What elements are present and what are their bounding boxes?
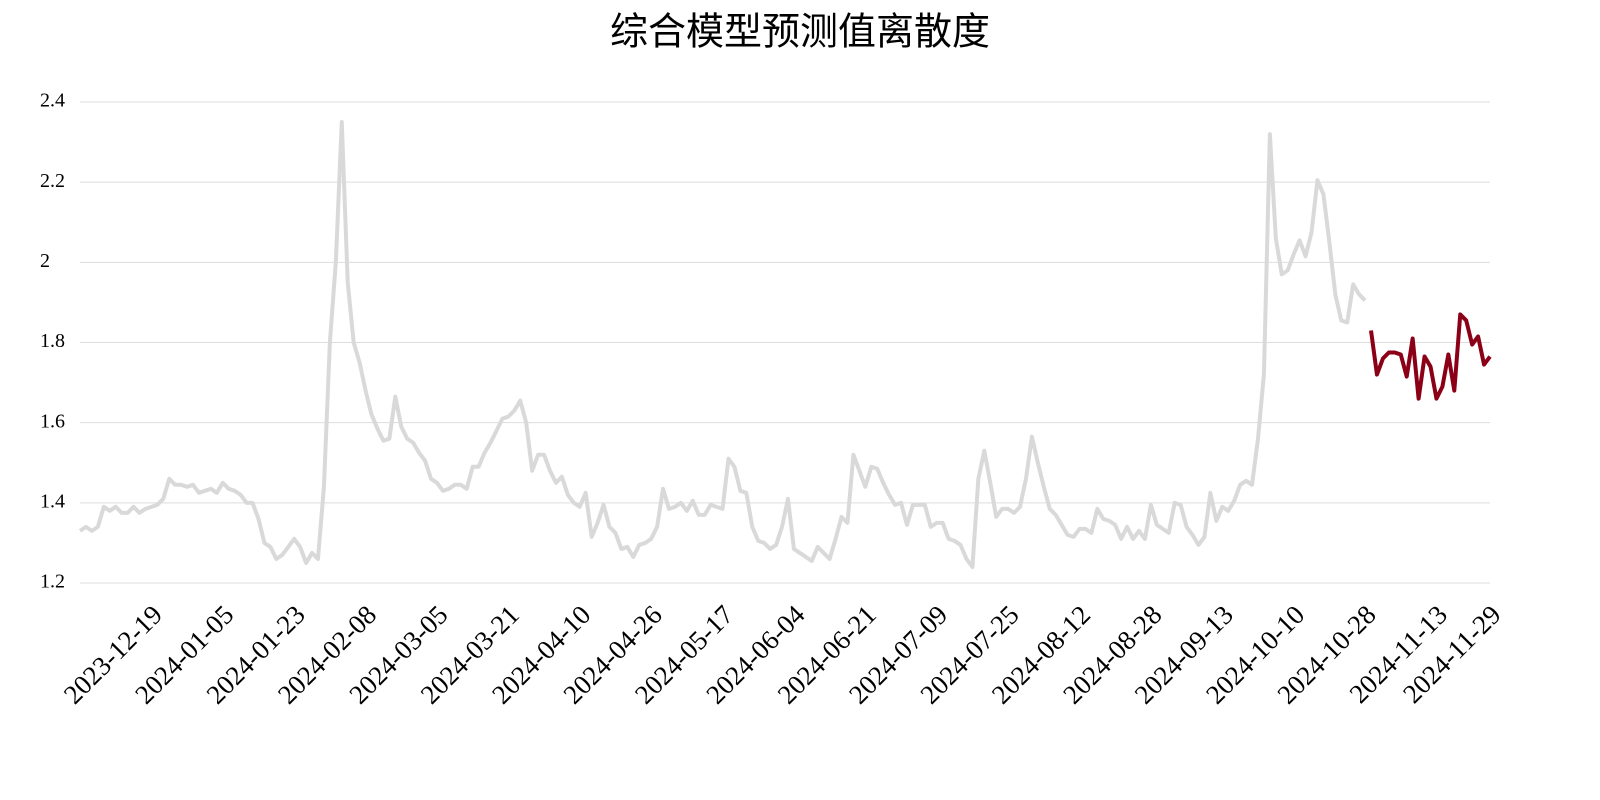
y-tick-label: 1.8 <box>40 330 65 352</box>
chart-title: 综合模型预测值离散度 <box>610 12 990 54</box>
y-tick-label: 2.2 <box>40 170 65 192</box>
series-line <box>78 120 1367 569</box>
y-tick-label: 1.4 <box>40 490 65 512</box>
series-line <box>1369 312 1492 401</box>
y-tick-label: 1.6 <box>40 410 65 432</box>
y-tick-label: 2 <box>40 250 50 272</box>
y-tick-label: 2.4 <box>40 90 65 112</box>
y-tick-label: 1.2 <box>40 571 65 593</box>
